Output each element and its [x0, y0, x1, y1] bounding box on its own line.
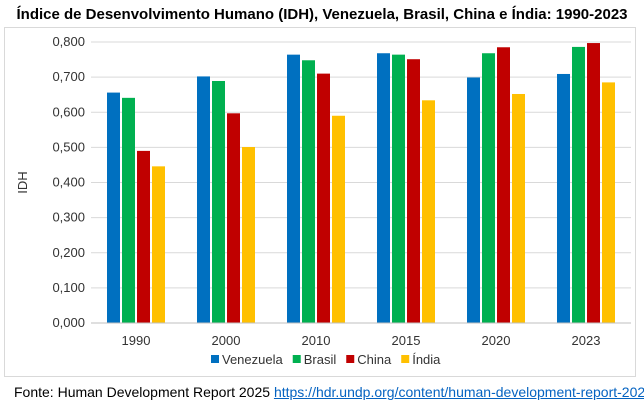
y-tick-label: 0,000	[52, 315, 85, 330]
legend-label: Índia	[412, 352, 441, 367]
bar-índia-1990	[152, 166, 165, 323]
bar-china-2020	[497, 47, 510, 324]
y-tick-label: 0,700	[52, 69, 85, 84]
bar-china-2015	[407, 59, 420, 324]
bar-china-1990	[137, 150, 150, 323]
chart-area: 0,000 0,100 0,200 0,300 0,400 0,500 0,600 0,700…	[4, 27, 636, 377]
bar-brasil-2020	[482, 53, 495, 324]
bar-chart: 0,000 0,100 0,200 0,300 0,400 0,500 0,600 0,700…	[15, 34, 631, 367]
bar-brasil-2023	[572, 46, 585, 323]
bar-china-2000	[227, 113, 240, 324]
legend-swatch-china	[346, 355, 355, 363]
legend-swatch-índia	[401, 355, 410, 363]
legend-label: Brasil	[304, 352, 337, 367]
bar-brasil-2010	[302, 60, 315, 323]
y-tick-label: 0,500	[52, 139, 85, 154]
legend-swatch-venezuela	[211, 355, 219, 363]
bar-china-2023	[587, 43, 600, 324]
bar-índia-2010	[332, 115, 345, 323]
legend-swatch-brasil	[292, 355, 301, 363]
x-tick-label: 1990	[122, 333, 151, 348]
y-axis-label: IDH	[15, 171, 30, 193]
bar-brasil-2000	[212, 80, 225, 323]
x-tick-label: 2020	[482, 333, 511, 348]
y-tick-label: 0,800	[52, 34, 85, 49]
source-label: Fonte: Human Development Report 2025	[14, 384, 271, 400]
x-tick-label: 2010	[302, 333, 331, 348]
x-tick-label: 2023	[572, 333, 601, 348]
legend-label: Venezuela	[222, 352, 283, 367]
y-tick-label: 0,400	[52, 175, 85, 190]
bar-índia-2020	[512, 93, 525, 323]
bar-índia-2000	[242, 147, 255, 323]
source-link[interactable]: https://hdr.undp.org/content/human-devel…	[273, 384, 644, 400]
x-tick-label: 2000	[212, 333, 241, 348]
bar-brasil-2015	[392, 54, 405, 324]
source-note: Fonte: Human Development Report 2025 htt…	[14, 384, 644, 400]
bar-venezuela-2015	[377, 53, 390, 324]
y-tick-label: 0,300	[52, 210, 85, 225]
legend-label: China	[357, 352, 392, 367]
bar-índia-2015	[422, 100, 435, 324]
bar-venezuela-2000	[197, 76, 210, 323]
bar-venezuela-1990	[107, 92, 120, 323]
bar-china-2010	[317, 73, 330, 323]
bar-índia-2023	[602, 82, 615, 323]
bar-venezuela-2010	[287, 54, 300, 324]
x-tick-label: 2015	[392, 333, 421, 348]
y-tick-label: 0,600	[52, 104, 85, 119]
bar-brasil-1990	[122, 97, 135, 323]
bar-venezuela-2023	[557, 73, 570, 323]
bar-venezuela-2020	[467, 77, 480, 323]
chart-title: Índice de Desenvolvimento Humano (IDH), …	[16, 6, 628, 23]
y-tick-label: 0,200	[52, 245, 85, 260]
y-tick-label: 0,100	[52, 280, 85, 295]
